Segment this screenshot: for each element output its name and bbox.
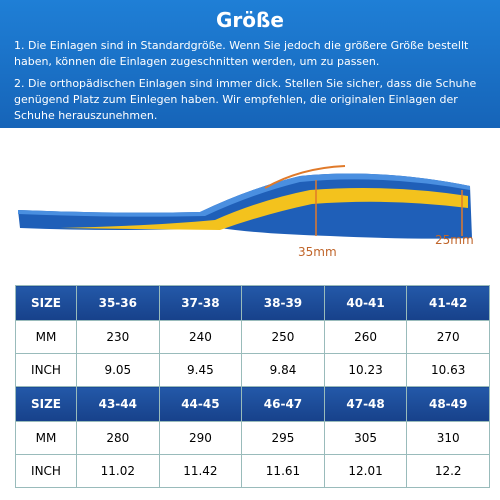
row: MM 280 290 295 305 310 bbox=[15, 421, 490, 455]
cell: 10.23 bbox=[323, 353, 408, 387]
row-label: INCH bbox=[15, 454, 77, 488]
cell: 260 bbox=[323, 320, 408, 354]
cell: 11.02 bbox=[76, 454, 160, 488]
header-cell: 44-45 bbox=[158, 386, 243, 422]
dim-label: 35mm bbox=[298, 245, 337, 259]
header: Größe 1. Die Einlagen sind in Standardgr… bbox=[0, 0, 500, 128]
cell: 230 bbox=[76, 320, 160, 354]
dim-label: 25mm bbox=[435, 233, 474, 247]
cell: 12.01 bbox=[323, 454, 408, 488]
header-row: SIZE 43-44 44-45 46-47 47-48 48-49 bbox=[15, 386, 490, 422]
size-table: SIZE 35-36 37-38 38-39 40-41 41-42 MM 230 240 250… bbox=[15, 285, 490, 488]
cell: 270 bbox=[406, 320, 490, 354]
row-label: MM bbox=[15, 320, 77, 354]
cell: 310 bbox=[406, 421, 490, 455]
header-cell: 48-49 bbox=[406, 386, 490, 422]
cell: 9.84 bbox=[241, 353, 325, 387]
cell: 250 bbox=[241, 320, 325, 354]
cell: 240 bbox=[158, 320, 243, 354]
header-cell: 43-44 bbox=[76, 386, 160, 422]
header-cell: 41-42 bbox=[406, 285, 490, 321]
cell: 12.2 bbox=[406, 454, 490, 488]
cell: 295 bbox=[241, 421, 325, 455]
header-row: SIZE 35-36 37-38 38-39 40-41 41-42 bbox=[15, 285, 490, 321]
header-cell: 37-38 bbox=[158, 285, 243, 321]
title: Größe bbox=[216, 8, 284, 32]
insole bbox=[18, 173, 472, 239]
row-label: INCH bbox=[15, 353, 77, 387]
header-cell: 35-36 bbox=[76, 285, 160, 321]
cell: 305 bbox=[323, 421, 408, 455]
row-label: MM bbox=[15, 421, 77, 455]
cell: 290 bbox=[158, 421, 243, 455]
note: 1. Die Einlagen sind in Standardgröße. W… bbox=[14, 39, 469, 68]
insole-top bbox=[18, 173, 470, 217]
arc bbox=[264, 165, 346, 189]
header-cell: 40-41 bbox=[323, 285, 408, 321]
cell: 11.42 bbox=[158, 454, 243, 488]
header-cell: SIZE bbox=[15, 386, 77, 422]
cell: 10.63 bbox=[406, 353, 490, 387]
header-cell: 38-39 bbox=[241, 285, 325, 321]
cell: 11.61 bbox=[241, 454, 325, 488]
cell: 280 bbox=[76, 421, 160, 455]
header-cell: 47-48 bbox=[323, 386, 408, 422]
row: MM 230 240 250 260 270 bbox=[15, 320, 490, 354]
cell: 9.45 bbox=[158, 353, 243, 387]
row: INCH 9.05 9.45 9.84 10.23 10.63 bbox=[15, 353, 490, 387]
insole-layer bbox=[60, 188, 468, 230]
cell: 9.05 bbox=[76, 353, 160, 387]
row: INCH 11.02 11.42 11.61 12.01 12.2 bbox=[15, 454, 490, 488]
header-cell: 46-47 bbox=[241, 386, 325, 422]
note: 2. Die orthopädischen Einlagen sind imme… bbox=[14, 77, 477, 122]
header-cell: SIZE bbox=[15, 285, 77, 321]
insole-figure: 35mm 25mm bbox=[18, 165, 474, 259]
